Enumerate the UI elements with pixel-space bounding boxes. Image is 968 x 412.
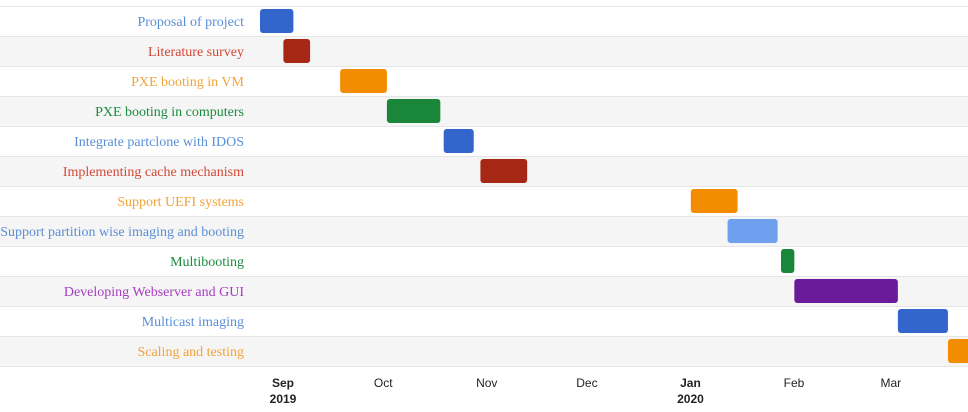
task-label: Proposal of project bbox=[137, 15, 244, 30]
task-bar bbox=[340, 69, 387, 93]
row-background bbox=[0, 246, 968, 276]
row-background bbox=[0, 66, 968, 96]
row-background bbox=[0, 186, 968, 216]
task-bar bbox=[947, 339, 968, 363]
row-backgrounds bbox=[0, 6, 968, 367]
task-bar bbox=[780, 249, 795, 273]
row-background bbox=[0, 306, 968, 336]
task-label: Implementing cache mechanism bbox=[63, 165, 244, 180]
tick-label: Sep bbox=[272, 376, 294, 390]
tick-label: Oct bbox=[374, 376, 393, 390]
task-bar bbox=[794, 279, 898, 303]
tick-label: Mar bbox=[880, 376, 901, 390]
tick-label: Dec bbox=[576, 376, 597, 390]
task-bar bbox=[727, 219, 778, 243]
tick-label: Jan bbox=[680, 376, 701, 390]
task-label: Literature survey bbox=[148, 45, 244, 60]
row-background bbox=[0, 96, 968, 126]
task-label: PXE booting in VM bbox=[131, 75, 244, 90]
row-background bbox=[0, 36, 968, 66]
row-background bbox=[0, 336, 968, 366]
task-label: Support partition wise imaging and booti… bbox=[0, 225, 244, 240]
tick-sublabel: 2019 bbox=[270, 392, 297, 406]
task-labels: Proposal of project Literature survey PXE … bbox=[0, 15, 244, 360]
task-label: PXE booting in computers bbox=[95, 105, 244, 120]
tick-label: Feb bbox=[784, 376, 805, 390]
tick-label: Nov bbox=[476, 376, 497, 390]
task-bars bbox=[260, 9, 968, 363]
task-bar bbox=[480, 159, 528, 183]
task-bar bbox=[283, 39, 311, 63]
task-label: Scaling and testing bbox=[137, 345, 244, 360]
task-bar bbox=[386, 99, 441, 123]
task-bar bbox=[690, 189, 738, 213]
tick-sublabel: 2020 bbox=[677, 392, 704, 406]
task-bar bbox=[260, 9, 294, 33]
task-label: Support UEFI systems bbox=[117, 195, 244, 210]
x-axis-ticks: Sep 2019 Oct Nov Dec Jan 2020 Feb Mar bbox=[270, 376, 901, 406]
task-label: Developing Webserver and GUI bbox=[64, 285, 245, 300]
task-label: Multicast imaging bbox=[142, 315, 244, 330]
task-label: Multibooting bbox=[170, 255, 244, 270]
row-background bbox=[0, 6, 968, 36]
row-background bbox=[0, 126, 968, 156]
row-background bbox=[0, 216, 968, 246]
task-bar bbox=[443, 129, 474, 153]
task-label: Integrate partclone with IDOS bbox=[74, 135, 244, 150]
task-bar bbox=[897, 309, 948, 333]
